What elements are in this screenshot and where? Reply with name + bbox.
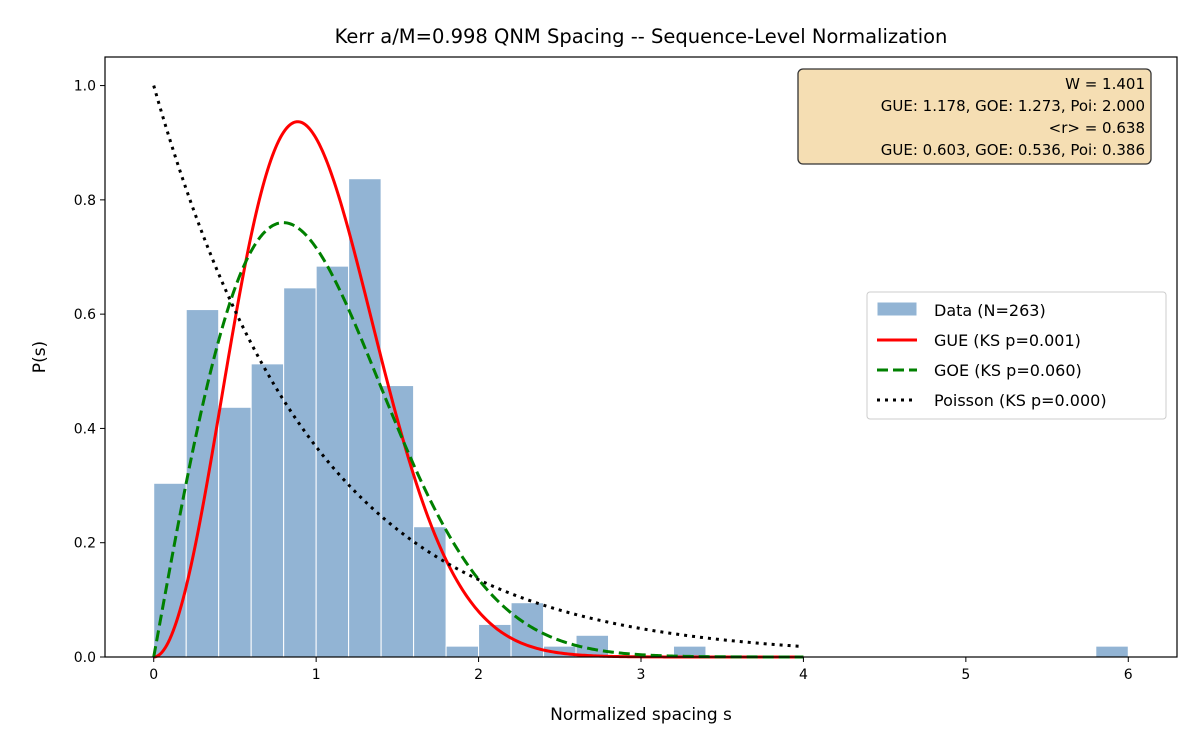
y-axis-label: P(s) [30, 341, 50, 373]
curve-poisson [152, 85, 804, 649]
legend-label: GUE (KS p=0.001) [934, 331, 1081, 350]
y-tick-label: 0.8 [74, 193, 96, 209]
y-tick-label: 0.6 [74, 307, 96, 323]
y-tick-label: 1.0 [74, 79, 96, 95]
legend-swatch-data [876, 301, 918, 317]
x-tick-label: 5 [961, 667, 970, 683]
y-axis: 0.0 0.2 0.4 0.6 0.8 1.0 [74, 79, 105, 666]
legend-label: Poisson (KS p=0.000) [934, 391, 1107, 410]
histogram-bar [478, 623, 512, 658]
annotation-box: W = 1.401 GUE: 1.178, GOE: 1.273, Poi: 2… [797, 68, 1152, 165]
y-tick-label: 0.4 [74, 421, 96, 437]
histogram-bar [1095, 645, 1129, 658]
legend-label: Data (N=263) [934, 301, 1046, 320]
annotation-line: <r> = 0.638 [1049, 119, 1145, 137]
x-tick-label: 3 [637, 667, 646, 683]
x-tick-label: 4 [799, 667, 808, 683]
x-axis: 0 1 2 3 4 5 6 [149, 657, 1133, 683]
chart-title: Kerr a/M=0.998 QNM Spacing -- Sequence-L… [335, 25, 948, 48]
x-tick-label: 6 [1124, 667, 1133, 683]
x-tick-label: 1 [312, 667, 321, 683]
histogram-bar [283, 287, 317, 658]
x-tick-label: 0 [149, 667, 158, 683]
histogram-bar [380, 385, 415, 658]
legend-label: GOE (KS p=0.060) [934, 361, 1082, 380]
histogram-bar [315, 265, 350, 658]
legend: Data (N=263) GUE (KS p=0.001) GOE (KS p=… [866, 291, 1167, 420]
histogram-bar [185, 309, 220, 658]
annotation-line: W = 1.401 [1065, 75, 1145, 93]
y-tick-label: 0.0 [74, 650, 96, 666]
x-axis-label: Normalized spacing s [550, 705, 732, 725]
histogram-bars [153, 178, 1129, 658]
histogram-bar [218, 406, 252, 658]
histogram-bar [250, 363, 285, 658]
curve-goe [152, 221, 804, 659]
annotation-line: GUE: 0.603, GOE: 0.536, Poi: 0.386 [881, 141, 1145, 159]
annotation-line: GUE: 1.178, GOE: 1.273, Poi: 2.000 [881, 97, 1145, 115]
x-tick-label: 2 [474, 667, 483, 683]
histogram-bar [445, 645, 480, 658]
y-tick-label: 0.2 [74, 536, 96, 552]
